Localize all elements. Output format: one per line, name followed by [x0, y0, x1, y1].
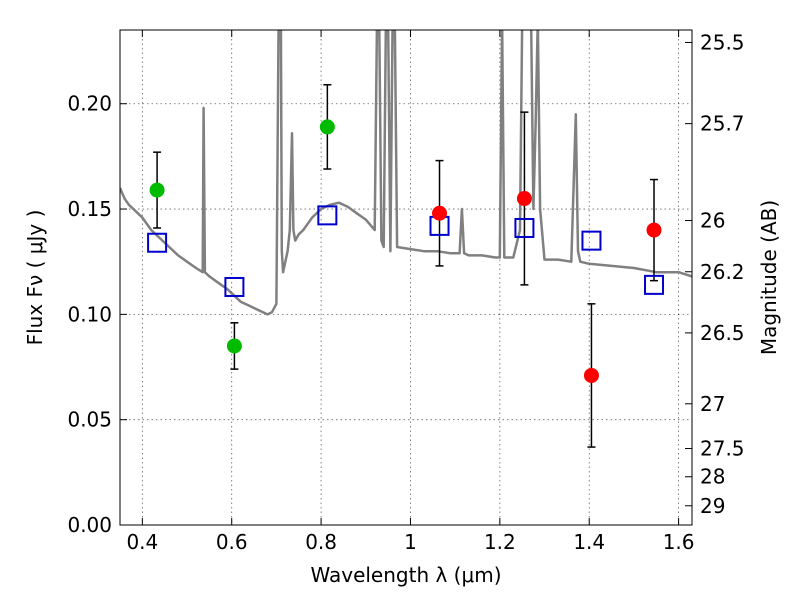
y-tick-label: 0.05 — [67, 408, 112, 432]
grid — [120, 30, 692, 526]
photometry-point — [583, 367, 599, 383]
y-tick-labels: 0.00 0.05 0.10 0.15 0.20 — [67, 92, 112, 537]
magnitude-tick-labels: 25.5 25.7 26 26.2 26.5 27 27.5 28 29 — [700, 30, 745, 517]
model-point — [224, 276, 245, 297]
magnitude-tick-label: 25.5 — [700, 30, 745, 54]
errorbar-layer — [153, 84, 659, 448]
photometry-point — [319, 119, 335, 135]
magnitude-axis-label: Magnitude (AB) — [757, 200, 781, 355]
magnitude-tick-label: 27 — [700, 392, 725, 416]
ticks-layer — [120, 30, 692, 526]
x-axis-label: Wavelength λ (μm) — [310, 563, 501, 587]
sed-curve-layer — [120, 30, 692, 316]
magnitude-tick-label: 28 — [700, 465, 725, 489]
model-point — [147, 232, 168, 253]
x-tick-labels: 0.4 0.6 0.8 1 1.2 1.4 1.6 — [126, 530, 694, 554]
magnitude-tick-label: 25.7 — [700, 112, 745, 136]
photometry-point — [149, 182, 165, 198]
magnitude-tick-label: 26.2 — [700, 260, 745, 284]
photometry-point — [432, 205, 448, 221]
y-axis-label: Flux Fν ( μJy ) — [23, 210, 47, 346]
x-tick-label: 0.6 — [216, 530, 248, 554]
x-tick-label: 1.6 — [663, 530, 695, 554]
magnitude-tick-label: 27.5 — [700, 437, 745, 461]
model-point — [644, 274, 665, 295]
x-tick-label: 0.8 — [305, 530, 337, 554]
plot-frame — [119, 29, 693, 526]
sed-curve — [120, 30, 692, 316]
model-point — [317, 205, 338, 226]
magnitude-tick-label: 26 — [700, 209, 725, 233]
y-tick-label: 0.00 — [67, 513, 112, 537]
y-tick-label: 0.20 — [67, 92, 112, 116]
photometry-points-layer — [149, 119, 662, 383]
photometry-point — [516, 191, 532, 207]
model-point — [514, 218, 535, 238]
photometry-point — [226, 338, 242, 354]
model-points-layer — [147, 205, 665, 297]
y-tick-label: 0.10 — [67, 302, 112, 326]
photometry-point — [646, 222, 662, 238]
x-tick-label: 0.4 — [126, 530, 158, 554]
y-tick-label: 0.15 — [67, 197, 112, 221]
x-tick-label: 1.2 — [484, 530, 516, 554]
model-point — [581, 230, 602, 251]
magnitude-tick-label: 29 — [700, 494, 725, 518]
x-tick-label: 1.4 — [573, 530, 605, 554]
magnitude-tick-label: 26.5 — [700, 321, 745, 345]
x-tick-label: 1 — [404, 530, 417, 554]
